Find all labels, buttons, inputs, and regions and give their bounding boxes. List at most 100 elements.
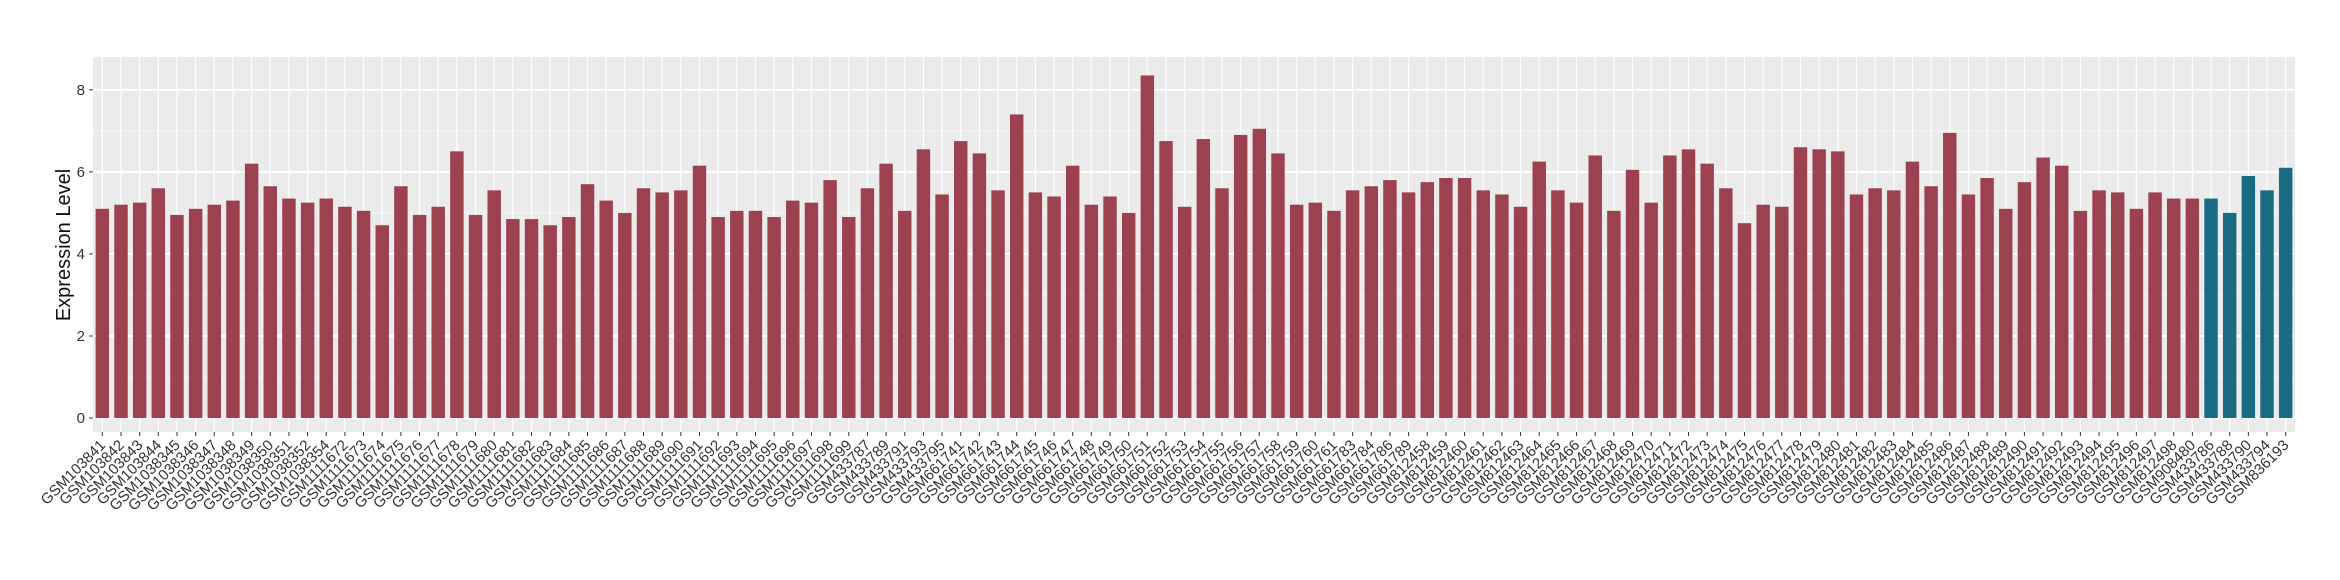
bar: [2166, 198, 2181, 419]
bar: [114, 204, 128, 419]
bar: [1943, 132, 1957, 419]
bar: [1607, 210, 1621, 419]
bar: [1849, 194, 1864, 419]
bar: [1177, 206, 1192, 419]
bar: [879, 163, 893, 419]
bar: [1084, 204, 1099, 419]
bar: [2204, 198, 2218, 419]
bar: [543, 225, 557, 419]
bar: [1793, 147, 1808, 419]
y-tick-label: 4: [77, 246, 85, 263]
bar: [2055, 165, 2069, 419]
bar: [636, 188, 651, 419]
bar: [1383, 180, 1397, 419]
y-tick-label: 0: [77, 410, 85, 427]
bar: [394, 186, 408, 419]
bar: [2185, 198, 2200, 419]
bar: [1420, 182, 1434, 419]
bar: [935, 194, 949, 419]
bar: [356, 210, 371, 419]
bar: [1457, 178, 1472, 419]
bar: [95, 208, 110, 419]
bar: [562, 217, 576, 419]
bar: [338, 206, 352, 419]
bar: [1401, 192, 1416, 419]
bar: [151, 188, 166, 419]
y-tick-label: 2: [77, 328, 85, 345]
bar: [2017, 182, 2032, 419]
bar: [282, 198, 296, 419]
bar: [804, 202, 819, 419]
bar: [188, 208, 203, 419]
bar: [1887, 190, 1901, 419]
bar: [1961, 194, 1976, 419]
bar: [1289, 204, 1304, 419]
bar: [1065, 165, 1080, 419]
bar: [1831, 151, 1845, 419]
bar: [263, 186, 277, 419]
bar: [1625, 169, 1640, 419]
bar: [1308, 202, 1323, 419]
bar: [1121, 212, 1136, 419]
bar: [1271, 153, 1285, 419]
bar: [2036, 157, 2050, 419]
bar: [916, 149, 931, 419]
bar: [786, 200, 800, 419]
bar: [618, 212, 632, 419]
y-tick-label: 8: [77, 82, 85, 99]
bar: [1812, 149, 1826, 419]
bar: [207, 204, 222, 419]
bar: [1551, 190, 1565, 419]
bar: [1028, 192, 1043, 419]
bar: [991, 190, 1005, 419]
bar: [730, 210, 744, 419]
bar: [1252, 128, 1267, 419]
bar: [450, 151, 464, 419]
bar: [375, 225, 389, 419]
bar: [748, 210, 763, 419]
bar: [2092, 190, 2106, 419]
bar: [1159, 141, 1173, 419]
bar: [1700, 163, 1714, 419]
bar: [1719, 188, 1733, 419]
bar: [431, 206, 445, 419]
bar: [1532, 161, 1546, 419]
bar: [842, 217, 856, 419]
bar: [2222, 212, 2237, 419]
bar: [1215, 188, 1229, 419]
bar: [1737, 223, 1752, 419]
bar: [1513, 206, 1528, 419]
bar: [1233, 134, 1248, 419]
bar: [2073, 210, 2088, 419]
bar: [1010, 114, 1024, 419]
bar: [1327, 210, 1341, 419]
bar: [319, 198, 333, 419]
bar: [954, 141, 968, 419]
bar: [1140, 75, 1155, 419]
bar: [2148, 192, 2162, 419]
bar: [860, 188, 875, 419]
bar: [132, 202, 147, 419]
bar: [1569, 202, 1584, 419]
bar: [1439, 178, 1453, 419]
y-axis-title: Expression Level: [53, 169, 75, 321]
bar: [2278, 167, 2293, 419]
bar: [2260, 190, 2274, 419]
bar: [1905, 161, 1920, 419]
bar: [300, 202, 315, 419]
bar: [580, 184, 595, 419]
bar: [767, 217, 781, 419]
bar: [1663, 155, 1677, 419]
bar: [170, 214, 184, 419]
bar: [1980, 178, 1994, 419]
bar: [1775, 206, 1789, 419]
bar: [1588, 155, 1602, 419]
y-tick-label: 6: [77, 164, 85, 181]
bar: [487, 190, 501, 419]
bar: [1999, 208, 2013, 419]
bar: [1047, 196, 1061, 419]
bar: [1756, 204, 1770, 419]
bar: [226, 200, 240, 419]
bar: [1495, 194, 1509, 419]
bar: [2111, 192, 2125, 419]
